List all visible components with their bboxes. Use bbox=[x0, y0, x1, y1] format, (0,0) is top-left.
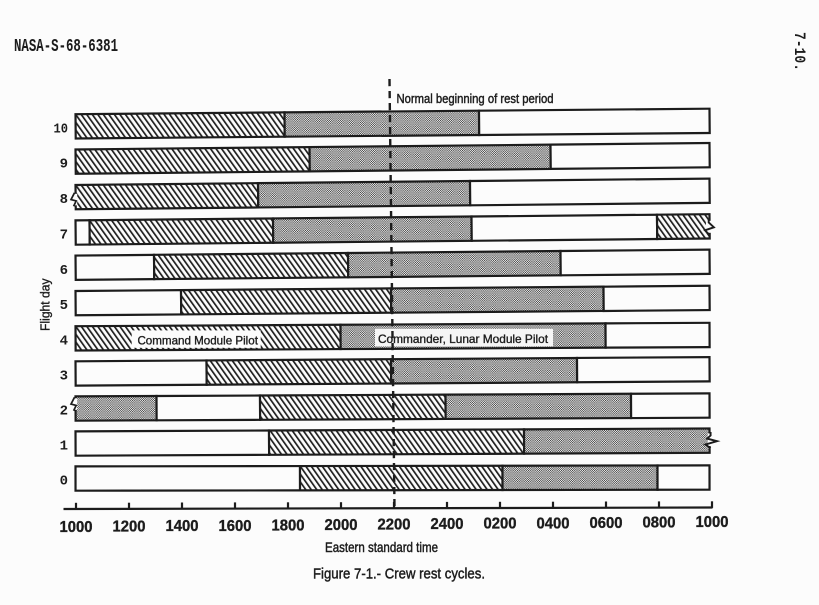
svg-text:1200: 1200 bbox=[113, 519, 146, 536]
svg-text:1800: 1800 bbox=[272, 517, 305, 534]
svg-text:1600: 1600 bbox=[219, 518, 252, 535]
svg-text:Commander, Lunar Module Pilot: Commander, Lunar Module Pilot bbox=[378, 332, 549, 346]
svg-text:Eastern standard time: Eastern standard time bbox=[325, 539, 438, 555]
svg-text:8: 8 bbox=[60, 192, 68, 208]
svg-text:0200: 0200 bbox=[484, 516, 517, 533]
svg-text:5: 5 bbox=[60, 298, 68, 314]
svg-text:9: 9 bbox=[60, 157, 68, 173]
svg-text:0: 0 bbox=[60, 474, 68, 490]
svg-text:10: 10 bbox=[54, 121, 69, 137]
svg-text:Figure 7-1.- Crew rest cycles: Figure 7-1.- Crew rest cycles. bbox=[313, 565, 485, 582]
svg-text:7: 7 bbox=[60, 228, 68, 244]
svg-text:1: 1 bbox=[60, 439, 68, 455]
svg-text:1400: 1400 bbox=[166, 518, 199, 535]
svg-text:7-10.: 7-10. bbox=[790, 32, 808, 71]
svg-text:2200: 2200 bbox=[378, 517, 411, 534]
svg-text:6: 6 bbox=[60, 263, 68, 279]
svg-text:1000: 1000 bbox=[60, 519, 93, 536]
svg-text:NASA-S-68-6381: NASA-S-68-6381 bbox=[14, 37, 118, 57]
svg-text:0600: 0600 bbox=[590, 515, 623, 532]
svg-text:Normal beginning of rest perio: Normal beginning of rest period bbox=[397, 91, 554, 106]
svg-text:0800: 0800 bbox=[643, 515, 676, 532]
svg-text:2: 2 bbox=[60, 404, 68, 420]
svg-text:3: 3 bbox=[60, 369, 68, 385]
svg-text:2400: 2400 bbox=[431, 516, 464, 533]
svg-text:4: 4 bbox=[60, 333, 68, 349]
svg-text:0400: 0400 bbox=[537, 515, 570, 532]
svg-text:2000: 2000 bbox=[325, 517, 358, 534]
svg-text:1000: 1000 bbox=[696, 514, 729, 531]
svg-text:Flight day: Flight day bbox=[38, 278, 53, 331]
svg-text:Command Module Pilot: Command Module Pilot bbox=[137, 334, 258, 348]
